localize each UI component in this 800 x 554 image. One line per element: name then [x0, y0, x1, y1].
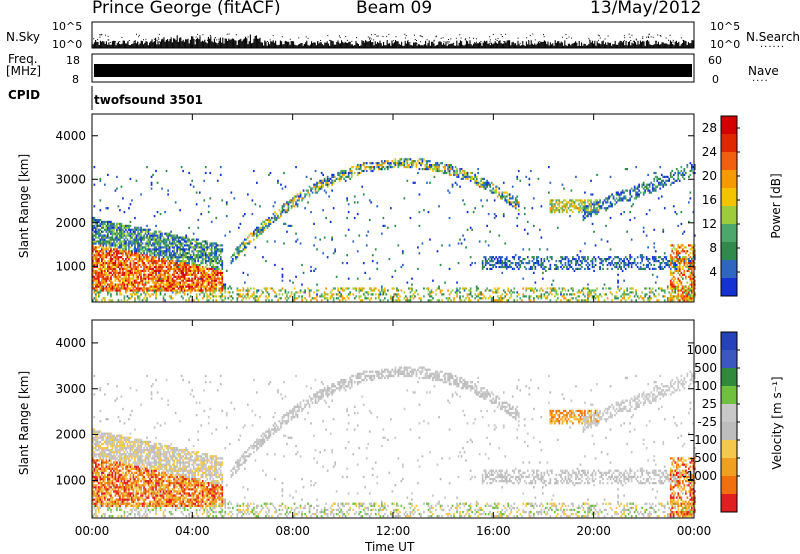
- velocity-colorbar-swatch: [721, 350, 737, 368]
- power-colorbar-swatch: [721, 188, 737, 206]
- velocity-colorbar-swatch: [721, 440, 737, 458]
- x-tick-label: 04:00: [175, 524, 210, 538]
- power-colorbar-label: 16: [702, 193, 717, 207]
- y-tick-label: 4000: [55, 336, 86, 350]
- power-colorbar-swatch: [721, 134, 737, 152]
- nave-legend-dots: ····: [752, 76, 769, 87]
- y-tick-label: 1000: [55, 259, 86, 273]
- x-tick-label: 12:00: [376, 524, 411, 538]
- power-colorbar-label: 28: [702, 121, 717, 135]
- y-tick-label: 2000: [55, 428, 86, 442]
- y-tick-label: 3000: [55, 172, 86, 186]
- x-tick-label: 00:00: [75, 524, 110, 538]
- velocity-colorbar-label: 1000: [686, 343, 717, 357]
- nsky-label: N.Sky: [6, 30, 41, 44]
- station-title: Prince George (fitACF): [92, 0, 281, 18]
- x-tick-label: 16:00: [476, 524, 511, 538]
- power-colorbar-label: 12: [702, 217, 717, 231]
- beam-label: Beam 09: [356, 0, 433, 18]
- velocity-colorbar-swatch: [721, 494, 737, 512]
- velocity-colorbar-swatch: [721, 404, 737, 422]
- nsearch-legend-dots: ······: [760, 42, 786, 53]
- velocity-colorbar-label: -1000: [682, 469, 717, 483]
- freq-label: Freq.: [8, 52, 38, 66]
- power-colorbar-swatch: [721, 116, 737, 134]
- freq-tick-low: 8: [72, 73, 79, 86]
- power-colorbar-swatch: [721, 152, 737, 170]
- velocity-colorbar-swatch: [721, 332, 737, 350]
- nsky-tick-low: 10^0: [52, 38, 83, 51]
- velocity-heatmap: [92, 366, 696, 518]
- power-colorbar-frame: [720, 115, 738, 297]
- cpid-value: twofsound 3501: [94, 93, 203, 107]
- velocity-colorbar-swatch: [721, 476, 737, 494]
- cpid-label: CPID: [8, 88, 41, 102]
- x-axis-title: Time UT: [365, 540, 415, 554]
- power-colorbar-label: 4: [709, 265, 717, 279]
- power-colorbar-label: 8: [709, 241, 717, 255]
- nsearch-trace: [93, 33, 693, 45]
- date-label: 13/May/2012: [590, 0, 702, 18]
- freq-unit-label: [MHz]: [6, 64, 42, 78]
- nave-tick-high: 60: [708, 54, 722, 67]
- y-tick-label: 4000: [55, 129, 86, 143]
- x-tick-label: 00:00: [677, 524, 712, 538]
- velocity-colorbar-swatch: [721, 368, 737, 386]
- freq-tick-high: 18: [66, 54, 80, 67]
- velocity-colorbar-label: -500: [690, 451, 717, 465]
- power-colorbar-label: 20: [702, 169, 717, 183]
- y-tick-label: 1000: [55, 473, 86, 487]
- velocity-colorbar-swatch: [721, 386, 737, 404]
- power-colorbar-swatch: [721, 278, 737, 296]
- nave-tick-low: 0: [712, 73, 719, 86]
- velocity-colorbar-swatch: [721, 422, 737, 440]
- nsearch-tick-high: 10^5: [710, 20, 741, 33]
- power-colorbar-swatch: [721, 260, 737, 278]
- x-tick-label: 20:00: [576, 524, 611, 538]
- velocity-colorbar-label: -25: [697, 415, 717, 429]
- velocity-colorbar-swatch: [721, 458, 737, 476]
- y-tick-label: 3000: [55, 382, 86, 396]
- power-colorbar-swatch: [721, 224, 737, 242]
- velocity-colorbar-label: 25: [702, 397, 717, 411]
- nsky-tick-high: 10^5: [52, 20, 83, 33]
- power-colorbar-swatch: [721, 242, 737, 260]
- velocity-colorbar-label: 100: [694, 379, 717, 393]
- velocity-colorbar-label: -100: [690, 433, 717, 447]
- nsearch-label: N.Search: [746, 30, 800, 44]
- nsearch-tick-low: 10^0: [710, 38, 741, 51]
- x-tick-label: 08:00: [275, 524, 310, 538]
- nave-label: Nave: [748, 64, 779, 78]
- velocity-colorbar-label: 500: [694, 361, 717, 375]
- power-colorbar-swatch: [721, 206, 737, 224]
- y-tick-label: 2000: [55, 216, 86, 230]
- power-colorbar-label: 24: [702, 145, 717, 159]
- freq-trace: [94, 64, 692, 77]
- power-colorbar-swatch: [721, 170, 737, 188]
- freq-panel-frame: [91, 53, 695, 83]
- power-heatmap: [92, 158, 696, 302]
